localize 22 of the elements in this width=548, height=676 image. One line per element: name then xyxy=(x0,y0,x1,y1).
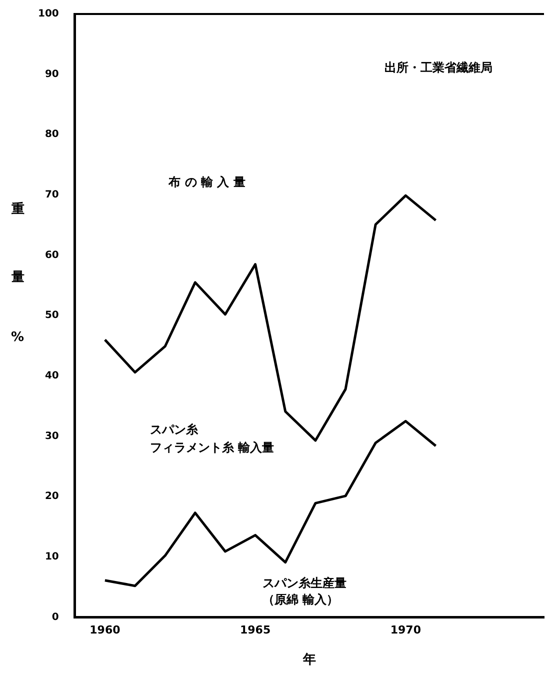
y-tick-label: 10 xyxy=(44,551,59,562)
y-tick-label: 0 xyxy=(52,612,59,623)
annotation: スパン糸生産量 xyxy=(262,576,347,590)
x-tick-label: 1965 xyxy=(240,624,271,637)
y-tick-label: 100 xyxy=(38,8,59,20)
y-axis-title: 重量% xyxy=(10,190,25,415)
y-tick-label: 30 xyxy=(44,430,59,442)
y-tick-label: 60 xyxy=(44,250,59,261)
x-tick-label: 1970 xyxy=(390,624,422,637)
y-tick-label: 80 xyxy=(44,129,59,140)
annotation: 出所・工業省繊維局 xyxy=(384,60,492,74)
x-axis-title: 年 xyxy=(302,652,316,668)
annotation: （原綿 輸入） xyxy=(262,592,339,606)
annotation: フィラメント糸 輸入量 xyxy=(150,440,274,454)
annotation: 布 の 輸 入 量 xyxy=(168,174,246,189)
y-tick-label: 20 xyxy=(44,491,59,502)
annotation: スパン糸 xyxy=(150,422,199,436)
y-tick-label: 90 xyxy=(44,68,59,80)
x-tick-label: 1960 xyxy=(90,624,121,637)
y-tick-label: 40 xyxy=(44,370,59,382)
y-tick-label: 50 xyxy=(44,310,59,322)
y-tick-label: 70 xyxy=(44,190,59,201)
